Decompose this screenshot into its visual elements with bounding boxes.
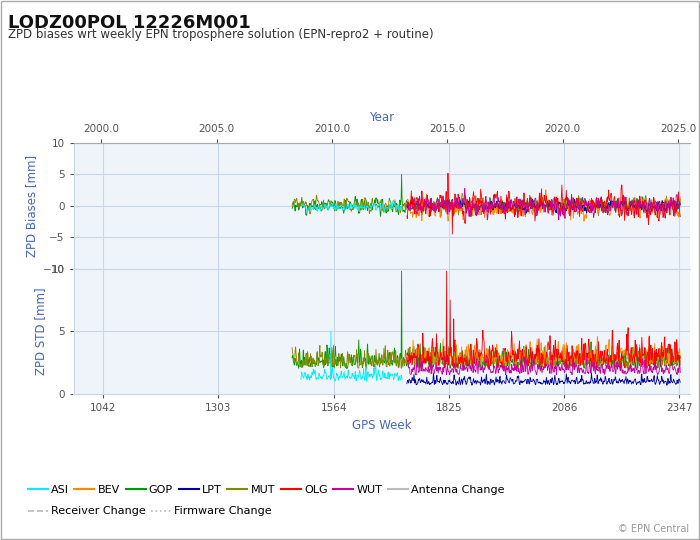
Y-axis label: ZPD STD [mm]: ZPD STD [mm]	[34, 288, 47, 375]
Text: ZPD biases wrt weekly EPN troposphere solution (EPN-repro2 + routine): ZPD biases wrt weekly EPN troposphere so…	[8, 28, 434, 41]
Legend: Receiver Change, Firmware Change: Receiver Change, Firmware Change	[23, 502, 276, 521]
Y-axis label: ZPD Biases [mm]: ZPD Biases [mm]	[25, 155, 38, 257]
Text: LODZ00POL 12226M001: LODZ00POL 12226M001	[8, 14, 251, 31]
X-axis label: Year: Year	[369, 111, 394, 124]
Legend: ASI, BEV, GOP, LPT, MUT, OLG, WUT, Antenna Change: ASI, BEV, GOP, LPT, MUT, OLG, WUT, Anten…	[23, 481, 509, 500]
Text: © EPN Central: © EPN Central	[618, 523, 690, 534]
X-axis label: GPS Week: GPS Week	[351, 419, 412, 432]
